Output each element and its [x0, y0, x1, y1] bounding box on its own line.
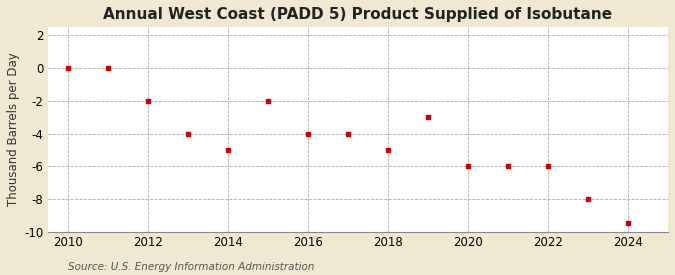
Y-axis label: Thousand Barrels per Day: Thousand Barrels per Day — [7, 53, 20, 206]
Title: Annual West Coast (PADD 5) Product Supplied of Isobutane: Annual West Coast (PADD 5) Product Suppl… — [103, 7, 612, 22]
Text: Source: U.S. Energy Information Administration: Source: U.S. Energy Information Administ… — [68, 262, 314, 272]
